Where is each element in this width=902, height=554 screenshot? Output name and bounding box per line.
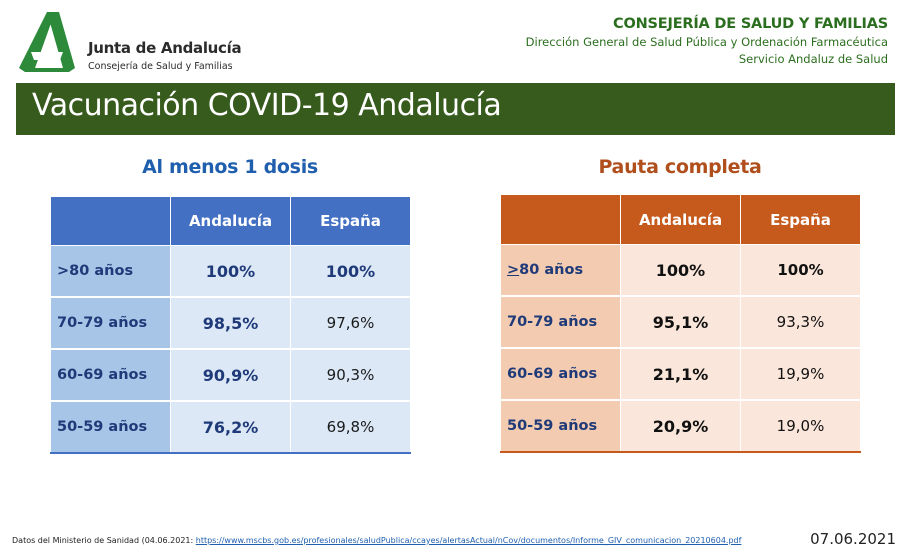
value-espana: 100% bbox=[740, 244, 861, 297]
column-header-espana: España bbox=[740, 194, 861, 245]
table-corner-cell bbox=[50, 196, 171, 246]
value-andalucia: 95,1% bbox=[620, 295, 741, 349]
column-header-espana: España bbox=[290, 196, 411, 246]
table-header-row: Andalucía España bbox=[500, 194, 861, 245]
org-title: CONSEJERÍA DE SALUD Y FAMILIAS bbox=[613, 16, 888, 32]
value-espana: 93,3% bbox=[740, 295, 861, 349]
row-label: 50-59 años bbox=[500, 399, 621, 453]
row-label: 50-59 años bbox=[50, 400, 171, 454]
row-label-symbol: > bbox=[507, 262, 520, 278]
footer-source: Datos del Ministerio de Sanidad (04.06.2… bbox=[12, 536, 741, 545]
value-espana: 69,8% bbox=[290, 400, 411, 454]
row-label-text: 80 años bbox=[519, 262, 584, 278]
organization-block: CONSEJERÍA DE SALUD Y FAMILIAS Dirección… bbox=[525, 16, 889, 66]
value-andalucia: 76,2% bbox=[170, 400, 291, 454]
junta-andalucia-logo-icon bbox=[19, 12, 75, 72]
value-andalucia: 100% bbox=[620, 244, 741, 297]
footer-source-prefix: Datos del Ministerio de Sanidad (04.06.2… bbox=[12, 536, 196, 545]
table-row: 70-79 años 98,5% 97,6% bbox=[50, 296, 411, 350]
table-first-dose: Andalucía España >80 años 100% 100% 70-7… bbox=[50, 196, 411, 454]
value-andalucia: 20,9% bbox=[620, 399, 741, 453]
row-label: 60-69 años bbox=[500, 347, 621, 401]
source-link[interactable]: https://www.mscbs.gob.es/profesionales/s… bbox=[195, 536, 742, 545]
logo-subtitle: Consejería de Salud y Familias bbox=[88, 61, 233, 72]
logo-title: Junta de Andalucía bbox=[88, 39, 242, 57]
page-title: Vacunación COVID-19 Andalucía bbox=[32, 88, 502, 123]
value-espana: 97,6% bbox=[290, 296, 411, 350]
table-row: 60-69 años 21,1% 19,9% bbox=[500, 347, 861, 401]
row-label: 70-79 años bbox=[500, 295, 621, 349]
table-row: 70-79 años 95,1% 93,3% bbox=[500, 295, 861, 349]
row-label: 60-69 años bbox=[50, 348, 171, 402]
value-andalucia: 21,1% bbox=[620, 347, 741, 401]
table-row: 50-59 años 76,2% 69,8% bbox=[50, 400, 411, 454]
value-andalucia: 90,9% bbox=[170, 348, 291, 402]
row-label: 70-79 años bbox=[50, 296, 171, 350]
value-espana: 19,9% bbox=[740, 347, 861, 401]
org-line-2: Servicio Andaluz de Salud bbox=[738, 52, 888, 66]
table2-heading: Pauta completa bbox=[598, 156, 762, 178]
column-header-andalucia: Andalucía bbox=[170, 196, 291, 246]
footer-date: 07.06.2021 bbox=[810, 530, 896, 548]
org-line-1: Dirección General de Salud Pública y Ord… bbox=[525, 35, 888, 49]
column-header-andalucia: Andalucía bbox=[620, 194, 741, 245]
table-row: >80 años 100% 100% bbox=[500, 244, 861, 297]
title-banner: Vacunación COVID-19 Andalucía bbox=[16, 83, 895, 135]
table-corner-cell bbox=[500, 194, 621, 245]
table-full-schedule: Andalucía España >80 años 100% 100% 70-7… bbox=[500, 194, 861, 453]
value-andalucia: 100% bbox=[170, 245, 291, 298]
table-row: 60-69 años 90,9% 90,3% bbox=[50, 348, 411, 402]
value-espana: 19,0% bbox=[740, 399, 861, 453]
table1-heading: Al menos 1 dosis bbox=[142, 156, 318, 178]
value-andalucia: 98,5% bbox=[170, 296, 291, 350]
table-header-row: Andalucía España bbox=[50, 196, 411, 246]
table-row: >80 años 100% 100% bbox=[50, 245, 411, 298]
row-label: >80 años bbox=[500, 244, 621, 297]
value-espana: 90,3% bbox=[290, 348, 411, 402]
row-label: >80 años bbox=[50, 245, 171, 298]
table-row: 50-59 años 20,9% 19,0% bbox=[500, 399, 861, 453]
value-espana: 100% bbox=[290, 245, 411, 298]
